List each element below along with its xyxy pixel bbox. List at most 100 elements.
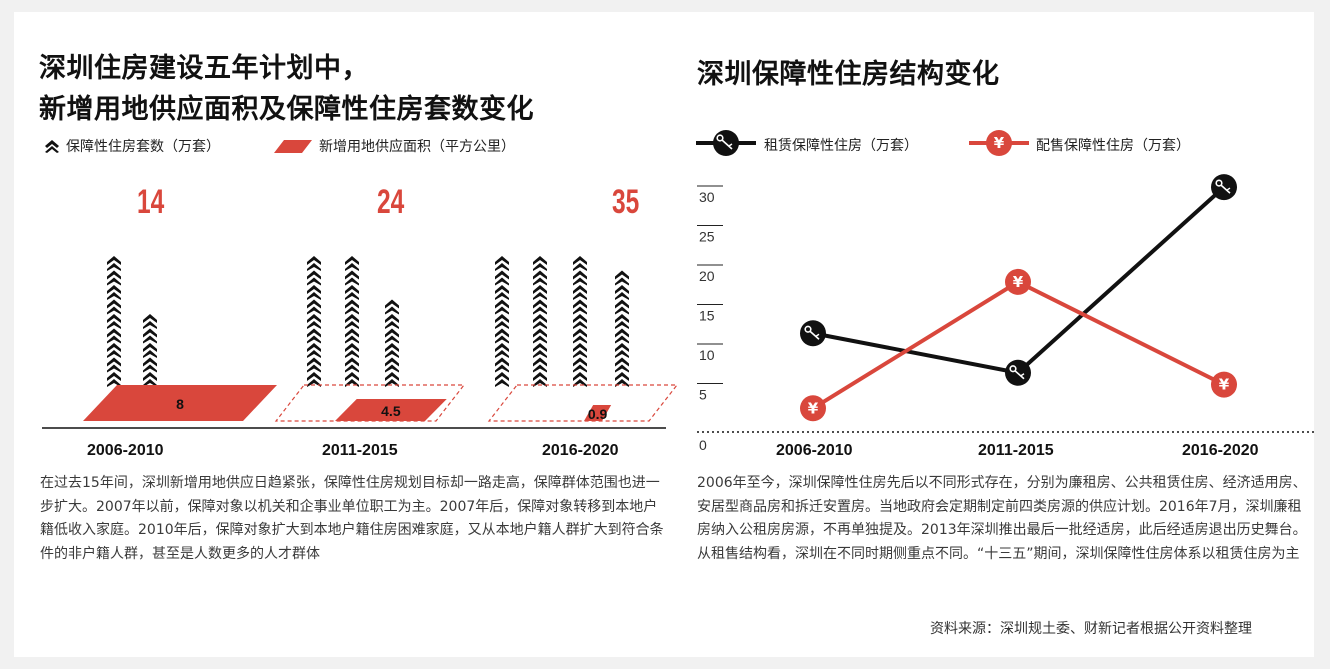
house-icon (385, 299, 399, 315)
key-tooth (815, 333, 820, 337)
house-icon (385, 314, 399, 329)
house-icon (345, 343, 359, 358)
yuan-icon (1005, 268, 1031, 295)
house-icon (615, 343, 629, 358)
house-icon (345, 314, 359, 329)
house-icon (143, 328, 157, 344)
house-icon (495, 270, 509, 286)
key-tooth (1226, 187, 1231, 191)
key-ring (1009, 365, 1017, 373)
house-icon (495, 314, 509, 329)
house-icon (615, 270, 629, 286)
house-icon (533, 285, 547, 300)
key-tooth (1020, 373, 1025, 377)
house-icon (107, 270, 121, 286)
house-icon (495, 343, 509, 358)
left-category-2: 2011-2015 (322, 442, 398, 459)
house-icon (307, 314, 321, 329)
house-icon (307, 343, 321, 358)
land-area-shape (83, 385, 277, 421)
legend-housing-label: 保障性住房套数（万套） (66, 139, 220, 155)
house-icon (573, 314, 587, 329)
key-ring (1215, 179, 1223, 187)
land-area-value-label: 4.5 (381, 403, 401, 419)
right-category-3: 2016-2020 (1182, 442, 1259, 459)
y-origin-label: 0 (699, 437, 707, 453)
house-icon (495, 299, 509, 315)
key-shaft (809, 330, 820, 340)
y-tick-label: 10 (699, 347, 715, 363)
legend-sale-label: 配售保障性住房（万套） (1036, 138, 1190, 154)
house-icon (345, 328, 359, 344)
sale-data-point: ¥ (800, 395, 826, 422)
house-icon (307, 299, 321, 315)
house-icon (307, 372, 321, 387)
legend-rent-label: 租赁保障性住房（万套） (764, 138, 918, 154)
left-category-1: 2006-2010 (87, 442, 164, 459)
y-tick-label: 25 (699, 229, 715, 245)
house-icon (573, 357, 587, 373)
y-tick-label: 5 (699, 387, 707, 403)
house-icon (615, 299, 629, 315)
house-icon (573, 256, 587, 271)
yuan-icon (1211, 371, 1237, 398)
house-icon (107, 328, 121, 344)
left-title-line1: 深圳住房建设五年计划中， (39, 53, 369, 84)
house-icon (495, 372, 509, 387)
house-icon (533, 314, 547, 329)
sale-data-point: ¥ (1005, 268, 1031, 295)
house-icon (345, 285, 359, 300)
house-icon (385, 343, 399, 358)
house-icon (385, 372, 399, 387)
yuan-icon (800, 395, 826, 422)
left-description: 在过去15年间，深圳新增用地供应日趋紧张，保障性住房规划目标却一路走高，保障群体… (40, 475, 664, 562)
housing-value-label-1: 14 (137, 183, 165, 221)
house-icon (45, 140, 59, 153)
key-icon (696, 130, 756, 156)
house-icon (573, 299, 587, 315)
house-icon (107, 343, 121, 358)
key-shaft (1014, 370, 1025, 380)
house-icon (573, 343, 587, 358)
right-description: 2006年至今，深圳保障性住房先后以不同形式存在，分别为廉租房、公共租赁住房、经… (697, 475, 1307, 562)
house-icon (345, 357, 359, 373)
rent-data-point (1211, 174, 1237, 201)
house-icon (533, 343, 547, 358)
house-icon (533, 270, 547, 286)
left-title-line2: 新增用地供应面积及保障性住房套数变化 (39, 94, 534, 125)
land-area-reference (274, 384, 466, 422)
house-icon (615, 314, 629, 329)
land-area-reference (487, 384, 679, 422)
house-icon (107, 256, 121, 271)
house-icon (307, 270, 321, 286)
source-note: 资料来源：深圳规土委、财新记者根据公开资料整理 (930, 621, 1252, 637)
land-area-legend-swatch (274, 140, 312, 153)
yuan-symbol: ¥ (808, 399, 819, 417)
house-icon (143, 357, 157, 373)
housing-value-label-3: 35 (612, 183, 640, 221)
legend-land-label: 新增用地供应面积（平方公里） (319, 139, 515, 155)
key-shaft (1220, 184, 1231, 194)
house-icon (345, 372, 359, 387)
house-icon (107, 372, 121, 387)
housing-value-label-2: 24 (377, 183, 405, 221)
house-icon (495, 328, 509, 344)
right-title: 深圳保障性住房结构变化 (697, 59, 1000, 90)
house-icon (143, 314, 157, 329)
infographic-card: 深圳住房建设五年计划中， 新增用地供应面积及保障性住房套数变化 保障性住房套数（… (14, 12, 1314, 657)
house-icon (615, 285, 629, 300)
house-icon (615, 372, 629, 387)
house-icon (345, 256, 359, 271)
right-category-2: 2011-2015 (978, 442, 1054, 459)
house-icon (495, 256, 509, 271)
land-area-shape (335, 399, 447, 421)
house-icon (533, 372, 547, 387)
house-icon (385, 357, 399, 373)
house-icon (107, 357, 121, 373)
house-icon (143, 372, 157, 387)
house-icon (533, 299, 547, 315)
house-icon (533, 357, 547, 373)
house-icon (143, 343, 157, 358)
land-area-value-label: 0.9 (588, 406, 608, 422)
rent-data-point (1005, 359, 1031, 386)
